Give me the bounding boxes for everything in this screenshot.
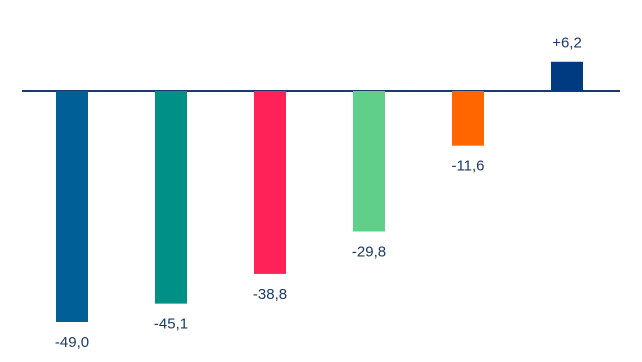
value-label: -49,0	[55, 334, 89, 351]
bar	[452, 91, 484, 146]
bar	[155, 91, 187, 304]
bar	[56, 91, 88, 322]
value-label: -45,1	[154, 316, 188, 333]
value-label: -29,8	[352, 243, 386, 260]
value-label: -38,8	[253, 286, 287, 303]
value-label: +6,2	[552, 35, 582, 52]
bar	[551, 61, 583, 91]
value-label: -11,6	[451, 158, 484, 175]
bar	[353, 91, 385, 232]
bar	[254, 91, 286, 274]
